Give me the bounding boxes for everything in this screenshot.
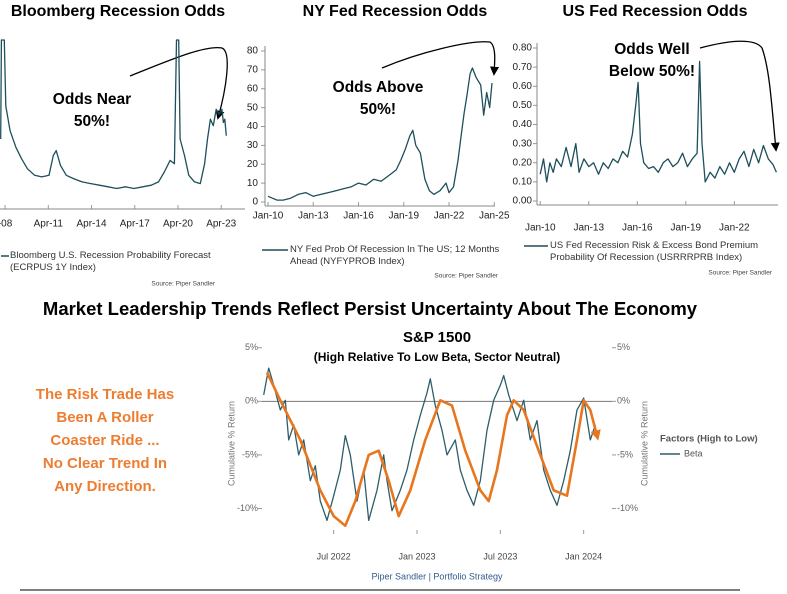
- x-tick-label: -08: [0, 219, 13, 230]
- y-tick-label: 40: [247, 121, 259, 132]
- x-tick-label: Jan-22: [719, 223, 750, 234]
- y2-tick-label: 0%: [617, 396, 630, 406]
- series-line: [539, 60, 777, 183]
- y2-tick-label: -5%: [617, 449, 633, 459]
- x-tick-label: Apr-23: [206, 219, 236, 230]
- x-tick-label: Jan-16: [622, 223, 653, 234]
- annotation: Odds Well: [614, 41, 690, 58]
- x-tick-label: Apr-11: [34, 219, 64, 230]
- x-tick-label: Jan-10: [253, 211, 284, 222]
- y-tick-label: 20: [247, 159, 259, 170]
- y-tick-label: 0.00: [513, 196, 533, 207]
- x-tick-label: Jan 2023: [398, 551, 435, 561]
- x-tick-label: Jan-19: [671, 223, 702, 234]
- annotation-arrow: [129, 46, 228, 120]
- chart-subtitle: (High Relative To Low Beta, Sector Neutr…: [314, 350, 560, 364]
- series-line: [267, 67, 493, 201]
- y-tick-label: 0.40: [513, 119, 533, 130]
- y-tick-label: 70: [247, 65, 259, 76]
- y-tick-label: 0.10: [513, 177, 533, 188]
- legend-entry: Beta: [684, 448, 703, 458]
- y2-tick-label: -10%: [617, 503, 638, 513]
- annotation: 50%!: [74, 113, 110, 130]
- y-tick-label: 0.80: [513, 43, 533, 54]
- y-tick-label: 10: [247, 178, 259, 189]
- y-tick-label: 0: [252, 197, 258, 208]
- y-tick-label: 5%: [245, 342, 258, 352]
- annotation-arrow: [699, 40, 780, 152]
- x-tick-label: Jul 2023: [483, 551, 517, 561]
- side-note: The Risk Trade Has: [36, 386, 174, 403]
- source: Source: Piper Sandler: [708, 270, 772, 277]
- annotation: Odds Near: [53, 91, 131, 108]
- footer: Piper Sandler | Portfolio Strategy: [372, 571, 503, 581]
- y2-tick-label: 5%: [617, 342, 630, 352]
- side-note: Any Direction.: [54, 478, 156, 495]
- side-note: Been A Roller: [56, 409, 153, 426]
- x-tick-label: Jan-19: [388, 211, 419, 222]
- y-tick-label: 0.70: [513, 62, 533, 73]
- y-axis-label: Cumulative % Return: [226, 401, 236, 486]
- y-tick-label: 50: [247, 102, 259, 113]
- x-tick-label: Jul 2022: [317, 551, 351, 561]
- y-tick-label: 0.50: [513, 100, 533, 111]
- annotation: 50%!: [360, 101, 396, 118]
- x-tick-label: Jan-13: [573, 223, 604, 234]
- chart-title: NY Fed Recession Odds: [303, 3, 488, 20]
- legend-entry: US Fed Recession Risk & Excess Bond Prem…: [550, 240, 759, 263]
- x-tick-label: Jan-13: [298, 211, 329, 222]
- legend-entry: NY Fed Prob Of Recession In The US; 12 M…: [290, 244, 500, 267]
- y-tick-label: 30: [247, 140, 259, 151]
- annotation-arrow: [381, 41, 500, 76]
- legend-title: Factors (High to Low): [660, 434, 758, 445]
- x-tick-label: Jan-16: [343, 211, 374, 222]
- x-tick-label: Apr-14: [77, 219, 107, 230]
- chart-title: S&P 1500: [403, 329, 471, 346]
- y-tick-label: 0.30: [513, 138, 533, 149]
- y-tick-label: 0%: [245, 396, 258, 406]
- y-tick-label: 60: [247, 83, 259, 94]
- chart-title: US Fed Recession Odds: [563, 3, 748, 20]
- side-note: No Clear Trend In: [43, 455, 167, 472]
- y2-axis-label: Cumulative % Return: [639, 401, 649, 486]
- source: Source: Piper Sandler: [434, 273, 498, 280]
- x-tick-label: Apr-17: [120, 219, 150, 230]
- series-line: [263, 367, 596, 522]
- y-tick-label: 80: [247, 46, 259, 57]
- x-tick-label: Jan-25: [479, 211, 510, 222]
- legend-entry: Bloomberg U.S. Recession Probability For…: [10, 250, 211, 273]
- annotation: Odds Above: [333, 79, 424, 96]
- side-note: Coaster Ride ...: [50, 432, 159, 449]
- x-tick-label: Jan-10: [525, 223, 556, 234]
- x-tick-label: Jan 2024: [565, 551, 602, 561]
- y-tick-label: 0.20: [513, 157, 533, 168]
- annotation: Below 50%!: [609, 63, 695, 80]
- x-tick-label: Apr-20: [163, 219, 193, 230]
- y-tick-label: -5%: [242, 449, 258, 459]
- series-line: [0, 39, 227, 190]
- source: Source: Piper Sandler: [151, 281, 215, 288]
- y-tick-label: -10%: [237, 503, 258, 513]
- trend-line: [265, 371, 601, 527]
- x-tick-label: Jan-22: [434, 211, 465, 222]
- y-tick-label: 0.60: [513, 81, 533, 92]
- headline: Market Leadership Trends Reflect Persist…: [43, 298, 698, 319]
- chart-title: Bloomberg Recession Odds: [11, 3, 225, 20]
